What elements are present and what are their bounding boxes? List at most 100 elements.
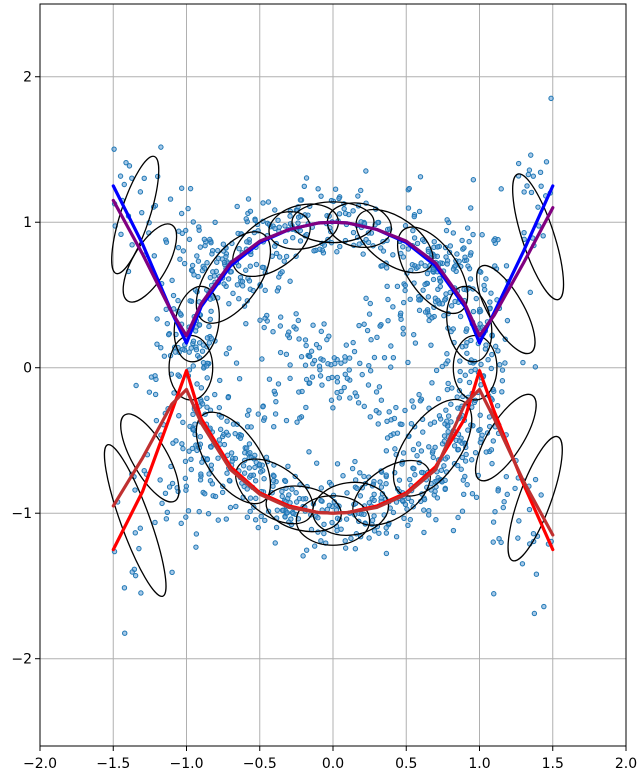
data-point [195, 258, 202, 264]
data-point [324, 336, 330, 343]
data-point [212, 219, 218, 225]
data-point [456, 438, 463, 444]
data-point [240, 463, 247, 469]
data-point [411, 235, 418, 241]
data-point [478, 361, 484, 368]
data-point [420, 287, 426, 293]
data-point [244, 486, 250, 492]
data-point [310, 322, 316, 328]
data-point [255, 411, 261, 417]
data-point [123, 159, 129, 166]
data-point [179, 230, 186, 237]
data-point [465, 427, 471, 433]
data-point [464, 339, 470, 346]
data-point [393, 404, 399, 411]
data-point [234, 203, 240, 210]
data-point [295, 214, 302, 220]
data-point [499, 367, 506, 373]
data-point [226, 477, 233, 484]
data-point [287, 362, 293, 368]
data-point [361, 473, 367, 480]
data-point [188, 456, 194, 462]
data-point [289, 486, 295, 492]
data-point [430, 454, 436, 461]
data-point [206, 323, 212, 330]
data-point [369, 517, 376, 524]
data-point [159, 500, 165, 507]
data-point [409, 398, 415, 404]
data-point [483, 342, 489, 348]
data-point [187, 298, 193, 304]
data-point [194, 381, 200, 387]
data-point [538, 183, 544, 189]
data-point [176, 413, 182, 419]
data-point [297, 197, 304, 203]
data-point [411, 331, 417, 338]
data-point [212, 391, 218, 398]
data-point [490, 438, 496, 444]
data-point [246, 407, 252, 413]
data-point [151, 253, 157, 259]
data-point [407, 296, 413, 303]
data-point [401, 515, 407, 522]
data-point [180, 248, 187, 254]
data-point [189, 262, 196, 269]
data-point [282, 238, 289, 245]
data-point [248, 424, 254, 430]
data-point [277, 349, 284, 356]
data-point [232, 455, 239, 462]
data-point [193, 531, 200, 537]
data-point [246, 278, 253, 284]
data-point [340, 473, 346, 479]
data-point [236, 246, 242, 252]
data-point [466, 238, 472, 245]
data-point [154, 316, 160, 322]
data-point [414, 453, 420, 459]
data-point [236, 376, 243, 382]
data-point [407, 476, 413, 483]
series-curve [111, 198, 555, 338]
data-point [219, 489, 226, 496]
gaussian-ellipse [326, 202, 392, 249]
data-point [462, 458, 469, 464]
data-point [352, 477, 359, 483]
data-point [206, 471, 212, 477]
data-point [272, 411, 279, 417]
data-point [287, 278, 293, 284]
data-point [258, 513, 264, 520]
data-point [132, 572, 139, 579]
data-point [319, 382, 325, 388]
gaussian-ellipse [474, 393, 537, 482]
data-point [498, 539, 504, 546]
gaussian-ellipse [122, 223, 178, 303]
data-point [337, 243, 343, 250]
data-point [293, 326, 299, 332]
data-point [457, 368, 463, 375]
data-point [342, 210, 349, 217]
data-point [275, 217, 281, 224]
data-point [361, 511, 367, 518]
data-point [431, 238, 437, 245]
data-point [311, 543, 318, 549]
data-point [283, 253, 290, 260]
data-point [432, 488, 438, 495]
data-point [334, 461, 341, 467]
data-point [152, 391, 159, 398]
data-point [425, 294, 432, 300]
data-point [363, 168, 369, 174]
data-point [454, 394, 460, 400]
data-point [434, 495, 441, 501]
data-point [367, 300, 373, 307]
data-point [331, 355, 337, 361]
data-point [357, 360, 363, 366]
y-tick-label: 1 [23, 215, 32, 231]
data-point [473, 494, 480, 500]
data-point [481, 282, 487, 289]
data-point [444, 217, 450, 223]
data-point [433, 516, 439, 523]
data-point [132, 487, 138, 493]
data-point [212, 493, 219, 500]
gaussian-ellipse [103, 443, 167, 598]
data-point [512, 485, 518, 492]
data-point [306, 449, 312, 455]
